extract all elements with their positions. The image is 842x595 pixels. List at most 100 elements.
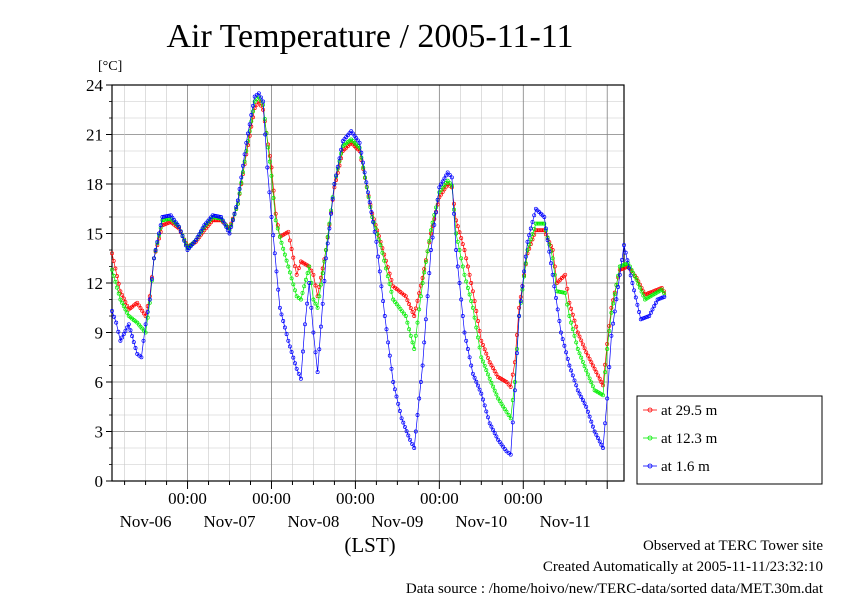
- data-point: [589, 419, 594, 424]
- data-point: [652, 304, 657, 309]
- data-point: [512, 388, 517, 393]
- data-point: [559, 330, 563, 335]
- data-point: [590, 424, 595, 429]
- legend: at 29.5 m at 12.3 m at 1.6 m: [636, 395, 823, 485]
- y-tick-label: 15: [86, 225, 103, 244]
- data-point: [420, 281, 425, 285]
- data-point: [423, 317, 428, 322]
- data-point: [389, 289, 394, 294]
- legend-label: at 12.3 m: [661, 431, 718, 447]
- data-point: [230, 218, 235, 223]
- data-point: [661, 290, 666, 295]
- data-point: [530, 232, 535, 237]
- data-point: [552, 284, 557, 289]
- data-point: [567, 314, 572, 318]
- data-point: [319, 282, 323, 287]
- data-point: [249, 113, 254, 117]
- data-point: [405, 320, 410, 325]
- data-point: [464, 256, 469, 261]
- data-point: [577, 391, 582, 396]
- data-point: [447, 172, 452, 177]
- data-point: [464, 279, 469, 284]
- data-point: [492, 388, 497, 393]
- data-point: [632, 274, 637, 279]
- data-point: [381, 299, 386, 304]
- data-point: [376, 254, 381, 259]
- data-point: [582, 346, 587, 351]
- data-point: [491, 384, 496, 389]
- data-point: [542, 215, 547, 219]
- data-point: [371, 220, 376, 225]
- data-point: [141, 338, 146, 343]
- data-point: [313, 350, 318, 355]
- data-point: [479, 355, 484, 360]
- data-point: [584, 404, 589, 409]
- data-point: [244, 140, 249, 145]
- data-point: [121, 332, 126, 337]
- data-point: [417, 396, 422, 401]
- data-point: [599, 380, 604, 384]
- data-point: [492, 431, 497, 436]
- data-point: [560, 337, 565, 342]
- data-point: [114, 320, 119, 325]
- data-point: [379, 284, 384, 289]
- data-point: [382, 258, 387, 263]
- data-point: [287, 344, 292, 349]
- data-point: [275, 226, 280, 231]
- data-point: [622, 243, 626, 248]
- data-point: [407, 302, 412, 307]
- data-point: [237, 191, 242, 196]
- data-point: [572, 318, 577, 323]
- plot-series: [110, 91, 667, 457]
- data-point: [469, 281, 474, 285]
- data-point: [597, 376, 602, 381]
- data-point: [219, 215, 224, 219]
- data-point: [152, 256, 156, 261]
- data-point: [518, 299, 523, 304]
- data-point: [494, 392, 499, 397]
- data-point: [319, 324, 323, 329]
- data-point: [594, 370, 599, 375]
- x-time-label: 00:00: [252, 489, 291, 508]
- data-point: [489, 424, 494, 429]
- data-point: [389, 366, 394, 371]
- data-point: [506, 382, 511, 387]
- data-point: [110, 267, 114, 272]
- data-point: [412, 446, 417, 450]
- data-point: [183, 243, 188, 248]
- y-tick-label: 18: [86, 175, 103, 194]
- data-point: [239, 180, 244, 185]
- data-point: [476, 319, 480, 323]
- data-point: [291, 282, 296, 287]
- data-point: [430, 235, 435, 240]
- data-point: [603, 362, 608, 367]
- data-point: [434, 205, 438, 210]
- data-point: [145, 315, 150, 320]
- data-point: [361, 160, 365, 165]
- data-point: [467, 272, 472, 277]
- data-point: [242, 159, 247, 164]
- data-point: [489, 380, 494, 385]
- data-point: [120, 292, 125, 297]
- y-tick-label: 0: [95, 472, 104, 491]
- series-line: [111, 92, 667, 456]
- data-point: [523, 254, 528, 259]
- data-point: [335, 170, 340, 175]
- data-point: [417, 291, 422, 296]
- data-point: [449, 183, 454, 188]
- data-point: [582, 364, 587, 369]
- data-point: [582, 401, 587, 406]
- data-point: [394, 394, 399, 399]
- data-point: [565, 286, 570, 291]
- data-point: [334, 173, 339, 178]
- data-point: [413, 306, 418, 311]
- data-point: [121, 296, 126, 301]
- data-point: [178, 229, 183, 234]
- data-point: [293, 288, 297, 293]
- data-point: [460, 242, 465, 247]
- data-point: [447, 181, 452, 186]
- data-point: [542, 221, 547, 226]
- data-point: [587, 376, 592, 381]
- data-point: [369, 210, 374, 215]
- data-point: [605, 347, 610, 351]
